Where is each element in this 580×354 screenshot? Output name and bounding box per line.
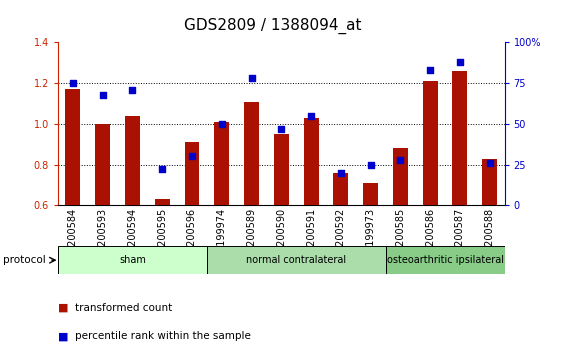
Text: normal contralateral: normal contralateral bbox=[246, 255, 346, 265]
Point bbox=[128, 87, 137, 92]
Point bbox=[396, 157, 405, 162]
Point bbox=[187, 154, 197, 159]
Bar bbox=[482, 159, 497, 205]
Bar bbox=[207, 246, 386, 274]
Bar bbox=[274, 134, 289, 205]
Bar bbox=[363, 183, 378, 205]
Point bbox=[366, 162, 375, 167]
Point bbox=[277, 126, 286, 132]
Text: osteoarthritic ipsilateral: osteoarthritic ipsilateral bbox=[386, 255, 503, 265]
Point bbox=[455, 59, 465, 65]
Bar bbox=[386, 246, 505, 274]
Text: ■: ■ bbox=[58, 331, 72, 341]
Bar bbox=[125, 116, 140, 205]
Point bbox=[306, 113, 316, 119]
Point bbox=[485, 160, 494, 166]
Point bbox=[426, 67, 435, 73]
Bar bbox=[393, 148, 408, 205]
Text: transformed count: transformed count bbox=[75, 303, 173, 313]
Point bbox=[247, 75, 256, 81]
Bar bbox=[244, 102, 259, 205]
Bar bbox=[66, 89, 80, 205]
Point bbox=[217, 121, 226, 127]
Text: percentile rank within the sample: percentile rank within the sample bbox=[75, 331, 251, 341]
Point bbox=[158, 167, 167, 172]
Text: protocol: protocol bbox=[3, 255, 46, 265]
Text: sham: sham bbox=[119, 255, 146, 265]
Bar bbox=[215, 122, 229, 205]
Text: GDS2809 / 1388094_at: GDS2809 / 1388094_at bbox=[184, 18, 361, 34]
Point bbox=[98, 92, 107, 97]
Bar bbox=[95, 124, 110, 205]
Point bbox=[336, 170, 346, 176]
Bar bbox=[423, 81, 437, 205]
Bar bbox=[58, 246, 207, 274]
Point bbox=[68, 80, 78, 86]
Bar bbox=[334, 173, 348, 205]
Bar bbox=[452, 71, 467, 205]
Bar bbox=[184, 142, 200, 205]
Bar bbox=[155, 199, 169, 205]
Bar bbox=[304, 118, 318, 205]
Text: ■: ■ bbox=[58, 303, 72, 313]
